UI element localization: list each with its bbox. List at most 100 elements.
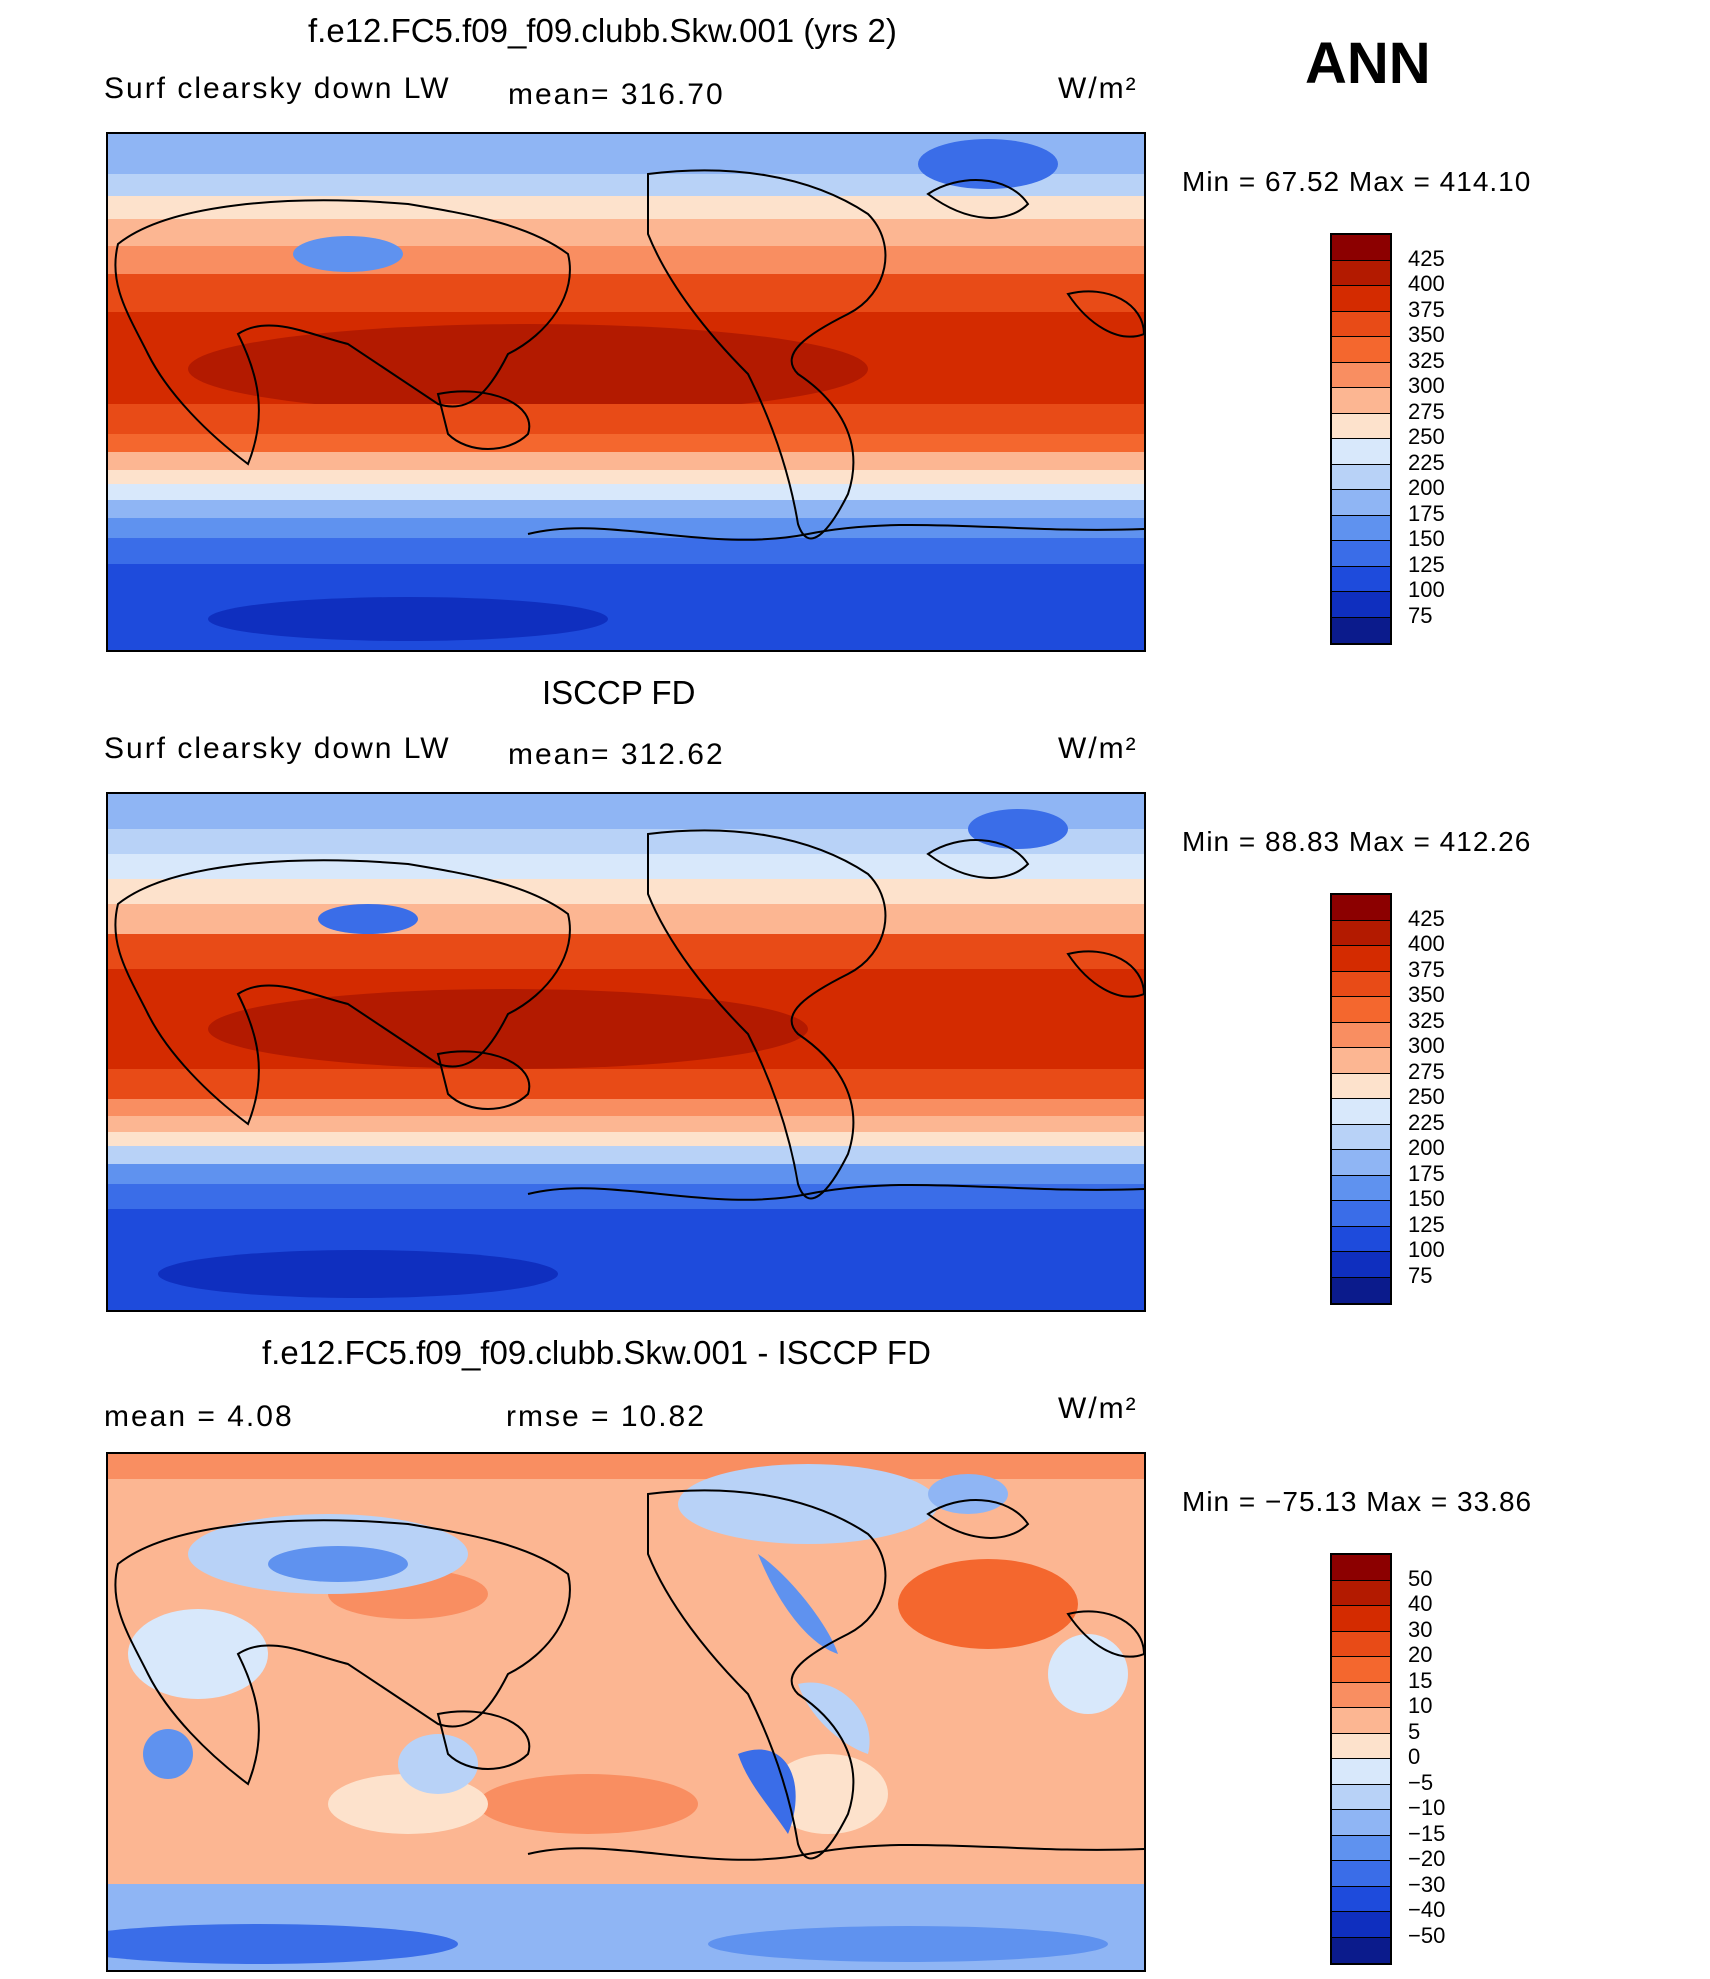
colorbar-swatch [1332, 617, 1390, 643]
colorbar-tick-label: 225 [1408, 1110, 1445, 1135]
colorbar-swatch [1332, 592, 1390, 618]
colorbar-swatch [1332, 413, 1390, 439]
colorbar-swatch [1332, 1022, 1390, 1048]
colorbar-tick-label: 325 [1408, 1008, 1445, 1033]
colorbar-swatch [1332, 1073, 1390, 1099]
panel1-colorbar [1330, 233, 1392, 645]
colorbar-swatch [1332, 1912, 1390, 1938]
colorbar-swatch [1332, 1048, 1390, 1074]
colorbar-tick-label: 400 [1408, 931, 1445, 956]
colorbar-swatch [1332, 1657, 1390, 1683]
colorbar-swatch [1332, 1277, 1390, 1303]
panel2-variable-label: Surf clearsky down LW [104, 732, 451, 765]
colorbar-swatch [1332, 362, 1390, 388]
panel1-field [108, 134, 1144, 650]
colorbar-tick-label: 250 [1408, 1084, 1445, 1109]
colorbar-tick-label: 325 [1408, 348, 1445, 373]
colorbar-swatch [1332, 490, 1390, 516]
colorbar-swatch [1332, 1708, 1390, 1734]
colorbar-tick-label: 250 [1408, 424, 1445, 449]
colorbar-swatch [1332, 388, 1390, 414]
colorbar-tick-label: 375 [1408, 297, 1445, 322]
colorbar-tick-label: 0 [1408, 1744, 1421, 1769]
panel3-colorbar [1330, 1553, 1392, 1965]
colorbar-tick-label: 15 [1408, 1668, 1433, 1693]
colorbar-tick-label: 20 [1408, 1642, 1433, 1667]
colorbar-tick-label: −50 [1408, 1923, 1446, 1948]
colorbar-swatch [1332, 1784, 1390, 1810]
colorbar-tick-label: −5 [1408, 1770, 1434, 1795]
colorbar-tick-label: 275 [1408, 399, 1445, 424]
colorbar-swatch [1332, 1580, 1390, 1606]
colorbar-swatch [1332, 439, 1390, 465]
colorbar-tick-label: 10 [1408, 1693, 1433, 1718]
colorbar-tick-label: 300 [1408, 1033, 1445, 1058]
colorbar-swatch [1332, 971, 1390, 997]
panel2-units: W/m² [1058, 732, 1138, 765]
colorbar-tick-label: 125 [1408, 552, 1445, 577]
colorbar-tick-label: −30 [1408, 1872, 1446, 1897]
panel3-rmse-label: rmse = 10.82 [506, 1400, 706, 1433]
colorbar-swatch [1332, 1835, 1390, 1861]
colorbar-tick-label: 225 [1408, 450, 1445, 475]
colorbar-swatch [1332, 1810, 1390, 1836]
colorbar-swatch [1332, 1226, 1390, 1252]
colorbar-tick-label: 150 [1408, 1186, 1445, 1211]
colorbar-swatch [1332, 920, 1390, 946]
colorbar-tick-label: 350 [1408, 322, 1445, 347]
colorbar-swatch [1332, 1631, 1390, 1657]
colorbar-tick-label: 275 [1408, 1059, 1445, 1084]
colorbar-swatch [1332, 464, 1390, 490]
colorbar-swatch [1332, 1555, 1390, 1581]
panel3-map [106, 1452, 1146, 1972]
colorbar-tick-label: 125 [1408, 1212, 1445, 1237]
panel3-title: f.e12.FC5.f09_f09.clubb.Skw.001 - ISCCP … [262, 1334, 931, 1371]
panel3-field [108, 1454, 1144, 1970]
panel3-units: W/m² [1058, 1392, 1138, 1425]
colorbar-swatch [1332, 1252, 1390, 1278]
colorbar-swatch [1332, 566, 1390, 592]
colorbar-tick-label: 300 [1408, 373, 1445, 398]
colorbar-swatch [1332, 1759, 1390, 1785]
season-label: ANN [1305, 31, 1431, 96]
colorbar-tick-label: −15 [1408, 1821, 1446, 1846]
panel2-title: ISCCP FD [542, 674, 696, 711]
colorbar-swatch [1332, 541, 1390, 567]
colorbar-swatch [1332, 1175, 1390, 1201]
panel1-title: f.e12.FC5.f09_f09.clubb.Skw.001 (yrs 2) [308, 12, 897, 49]
colorbar-swatch [1332, 1201, 1390, 1227]
colorbar-tick-label: 200 [1408, 1135, 1445, 1160]
panel1-map [106, 132, 1146, 652]
panel1-mean-label: mean= 316.70 [508, 78, 725, 111]
colorbar-tick-label: −20 [1408, 1846, 1446, 1871]
colorbar-tick-label: 175 [1408, 1161, 1445, 1186]
colorbar-swatch [1332, 1606, 1390, 1632]
colorbar-tick-label: 400 [1408, 271, 1445, 296]
panel2-field [108, 794, 1144, 1310]
panel3-mean-label: mean = 4.08 [104, 1400, 294, 1433]
colorbar-tick-label: 200 [1408, 475, 1445, 500]
colorbar-swatch [1332, 1150, 1390, 1176]
colorbar-tick-label: 100 [1408, 1237, 1445, 1262]
colorbar-swatch [1332, 1682, 1390, 1708]
colorbar-swatch [1332, 1733, 1390, 1759]
colorbar-tick-label: 50 [1408, 1566, 1433, 1591]
panel1-units: W/m² [1058, 72, 1138, 105]
colorbar-tick-label: 75 [1408, 1263, 1433, 1288]
panel2-mean-label: mean= 312.62 [508, 738, 725, 771]
colorbar-swatch [1332, 946, 1390, 972]
colorbar-tick-label: 175 [1408, 501, 1445, 526]
colorbar-tick-label: 350 [1408, 982, 1445, 1007]
colorbar-tick-label: −40 [1408, 1897, 1446, 1922]
colorbar-swatch [1332, 515, 1390, 541]
colorbar-tick-label: 100 [1408, 577, 1445, 602]
colorbar-swatch [1332, 235, 1390, 261]
panel2-map [106, 792, 1146, 1312]
panel2-colorbar [1330, 893, 1392, 1305]
colorbar-tick-label: 150 [1408, 526, 1445, 551]
colorbar-swatch [1332, 286, 1390, 312]
colorbar-tick-label: 40 [1408, 1591, 1433, 1616]
colorbar-swatch [1332, 1937, 1390, 1963]
panel2-minmax: Min = 88.83 Max = 412.26 [1182, 826, 1532, 857]
colorbar-tick-label: 425 [1408, 246, 1445, 271]
